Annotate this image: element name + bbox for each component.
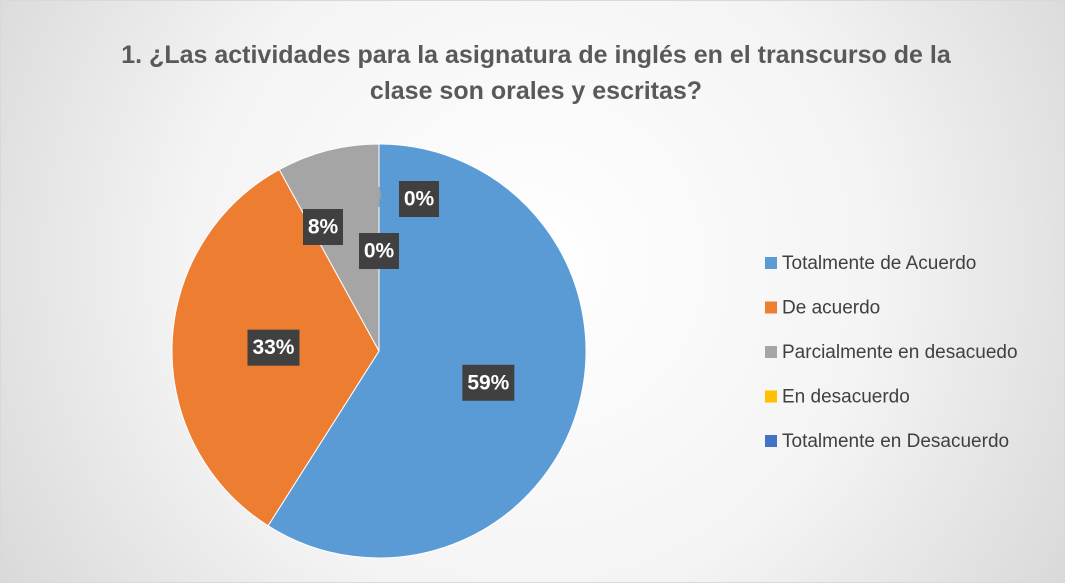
data-label: 8% (308, 216, 339, 239)
legend-label: En desacuerdo (782, 387, 910, 408)
data-label-box (399, 181, 439, 217)
chart-title: 1. ¿Las actividades para la asignatura d… (121, 41, 951, 105)
legend-swatch (765, 390, 777, 403)
pie-slice (267, 143, 587, 559)
data-label: 59% (467, 371, 509, 394)
legend-swatch (765, 346, 777, 358)
data-label-box (247, 329, 300, 366)
data-label: 0% (364, 240, 395, 263)
data-label-box (462, 364, 515, 401)
legend-swatch (765, 435, 777, 447)
legend-label: Parcialmente en desacuedo (782, 342, 1018, 363)
data-label: 33% (252, 336, 294, 359)
data-label-box (303, 209, 343, 245)
leader-line (378, 186, 382, 207)
legend-label: De acuerdo (782, 298, 880, 319)
data-label: 0% (404, 188, 435, 211)
data-label-box (359, 233, 399, 269)
legend-swatch (765, 301, 777, 314)
legend-label: Totalmente de Acuerdo (782, 253, 976, 274)
pie-slice (278, 143, 380, 352)
legend-label: Totalmente en Desacuerdo (782, 431, 1009, 452)
legend-swatch (765, 257, 777, 269)
